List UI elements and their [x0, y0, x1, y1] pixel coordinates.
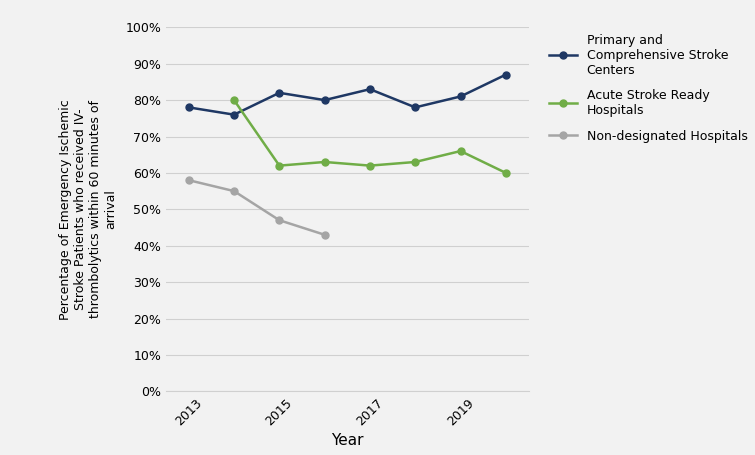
Primary and
Comprehensive Stroke
Centers [411, 105, 420, 110]
Primary and
Comprehensive Stroke
Centers [501, 72, 510, 77]
Non-designated Hospitals [275, 217, 284, 223]
Primary and
Comprehensive Stroke
Centers [320, 97, 329, 103]
Non-designated Hospitals [230, 188, 239, 194]
Primary and
Comprehensive Stroke
Centers [230, 112, 239, 117]
Primary and
Comprehensive Stroke
Centers [184, 105, 193, 110]
Acute Stroke Ready
Hospitals [501, 170, 510, 176]
Primary and
Comprehensive Stroke
Centers [365, 86, 374, 92]
Line: Primary and
Comprehensive Stroke
Centers: Primary and Comprehensive Stroke Centers [185, 71, 510, 118]
Non-designated Hospitals [320, 232, 329, 238]
Legend: Primary and
Comprehensive Stroke
Centers, Acute Stroke Ready
Hospitals, Non-desi: Primary and Comprehensive Stroke Centers… [549, 34, 747, 142]
Line: Acute Stroke Ready
Hospitals: Acute Stroke Ready Hospitals [230, 96, 510, 177]
Primary and
Comprehensive Stroke
Centers [456, 94, 465, 99]
X-axis label: Year: Year [331, 433, 364, 448]
Acute Stroke Ready
Hospitals [275, 163, 284, 168]
Non-designated Hospitals [184, 177, 193, 183]
Acute Stroke Ready
Hospitals [456, 148, 465, 154]
Y-axis label: Percentage of Emergency Ischemic
Stroke Patients who received IV-
thrombolytics : Percentage of Emergency Ischemic Stroke … [59, 99, 117, 320]
Acute Stroke Ready
Hospitals [320, 159, 329, 165]
Acute Stroke Ready
Hospitals [230, 97, 239, 103]
Primary and
Comprehensive Stroke
Centers [275, 90, 284, 96]
Acute Stroke Ready
Hospitals [411, 159, 420, 165]
Acute Stroke Ready
Hospitals [365, 163, 374, 168]
Line: Non-designated Hospitals: Non-designated Hospitals [185, 177, 328, 238]
